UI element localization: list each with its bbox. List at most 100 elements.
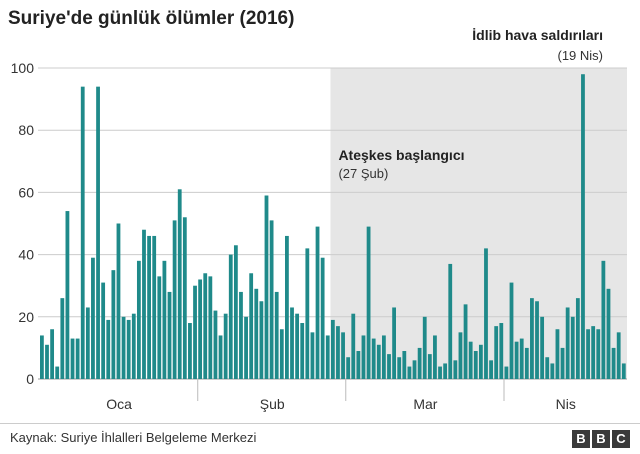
bar [473,351,478,379]
bar [203,273,208,379]
bar [433,335,437,379]
bar [346,357,351,379]
bar [509,282,514,379]
bbc-logo: B B C [572,430,630,448]
logo-letter: C [612,430,630,448]
y-tick-label: 100 [11,60,35,76]
bar [239,291,243,379]
bar [213,310,218,379]
bar [269,220,274,379]
bar [601,260,606,379]
bar [152,235,157,379]
bar [458,332,463,379]
bar [387,354,391,379]
bar [376,344,381,379]
bar [586,329,590,379]
bar [142,229,146,379]
bar [295,313,300,379]
bar [60,298,65,379]
bar [356,351,361,379]
bar [591,326,596,379]
bar [106,319,111,379]
bar [397,357,402,379]
chart-title: Suriye'de günlük ölümler (2016) [8,8,295,29]
ceasefire-annotation-date: (27 Şub) [338,166,388,181]
bar [75,338,80,379]
bar [407,366,412,379]
bar [581,74,585,379]
bar [325,335,330,379]
bar [45,344,49,379]
bar [514,341,519,379]
bar [453,360,458,379]
bar [381,335,386,379]
bars [40,74,626,379]
logo-letter: B [572,430,590,448]
bar [40,335,44,379]
bar [279,329,284,379]
bar [336,326,340,379]
bar [351,313,356,379]
bar [478,344,483,379]
bar [162,260,167,379]
bar [228,254,233,379]
bar [193,285,197,379]
bar [596,329,601,379]
bar [167,291,172,379]
bar [310,332,315,379]
bar [177,189,182,379]
bar [244,316,248,379]
bar [198,279,203,379]
bar [172,220,177,379]
y-axis-ticks: 0 20 40 60 80 100 [11,60,35,387]
bar [300,323,305,379]
bar [616,332,621,379]
bar [264,195,269,379]
bar [519,338,524,379]
bar [80,86,85,379]
bar [136,260,141,379]
bar [530,298,534,379]
bar [575,298,580,379]
bar [233,245,238,379]
bar [494,326,499,379]
bar [70,338,75,379]
bar [85,307,90,379]
source-note: Kaynak: Suriye İhlalleri Belgeleme Merke… [10,430,257,445]
bar [621,363,626,379]
month-label: Şub [260,396,285,412]
bar [111,270,116,379]
month-label: Mar [413,396,437,412]
logo-letter: B [592,430,610,448]
bar [116,223,121,379]
idlib-annotation-label: İdlib hava saldırıları [472,27,603,43]
month-label: Oca [106,396,132,412]
bar [126,319,131,379]
bar [290,307,294,379]
bar [361,335,366,379]
bar [504,366,509,379]
bar [402,351,407,379]
bar [371,338,376,379]
bar [606,288,611,379]
bar [285,235,289,379]
bar [560,347,565,379]
bar [570,316,575,379]
bar [96,86,100,379]
footer-divider [0,423,640,424]
bar [555,329,560,379]
bar [315,226,320,379]
bar [218,335,223,379]
bar [320,257,325,379]
bar [101,282,106,379]
y-tick-label: 20 [18,309,34,325]
bar [223,313,228,379]
bar [438,366,442,379]
bar [249,273,254,379]
bar [611,347,616,379]
bar [274,291,279,379]
bar [443,363,448,379]
bar [55,366,60,379]
bar [484,248,488,379]
bar [422,316,427,379]
